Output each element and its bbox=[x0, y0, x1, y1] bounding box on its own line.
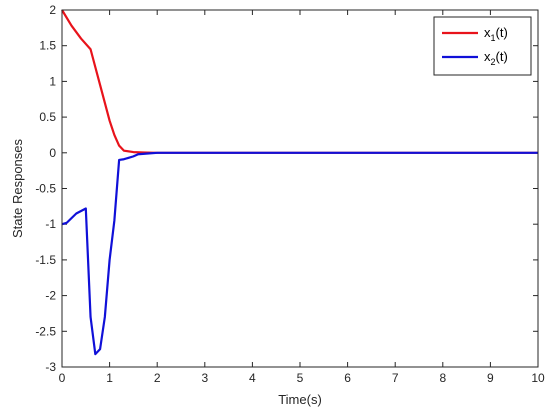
y-axis-label: State Responses bbox=[10, 139, 25, 239]
y-tick-label: 1 bbox=[49, 74, 56, 88]
x-tick-label: 5 bbox=[297, 371, 304, 385]
x-tick-label: 8 bbox=[439, 371, 446, 385]
y-tick-label: -2.5 bbox=[35, 324, 56, 338]
y-tick-label: 2 bbox=[49, 3, 56, 17]
series-layer bbox=[61, 9, 538, 356]
series-line-2 bbox=[61, 151, 538, 356]
y-tick-label: 0.5 bbox=[39, 110, 56, 124]
y-tick-label: 0 bbox=[49, 146, 56, 160]
x-tick-label: 0 bbox=[59, 371, 66, 385]
legend: x1(t) x2(t) bbox=[433, 16, 532, 76]
y-tick-label: 1.5 bbox=[39, 39, 56, 53]
y-tick-label: -1.5 bbox=[35, 253, 56, 267]
x-tick-label: 4 bbox=[249, 371, 256, 385]
plot-frame bbox=[61, 9, 539, 368]
x-tick-label: 1 bbox=[106, 371, 113, 385]
x-tick-label: 7 bbox=[392, 371, 399, 385]
x-tick-label: 2 bbox=[154, 371, 161, 385]
y-tick-label: -0.5 bbox=[35, 182, 56, 196]
legend-label-2: x2(t) bbox=[484, 49, 508, 67]
x-axis-label: Time(s) bbox=[278, 392, 322, 407]
x-tick-label: 3 bbox=[201, 371, 208, 385]
y-tick-label: -1 bbox=[45, 217, 56, 231]
y-tick-label: -3 bbox=[45, 360, 56, 374]
ticks-layer: 0 1 2 3 4 5 6 7 8 9 10 -3 -2.5 -2 -1.5 -1 -0.5 0 0.5 1 1.5 2 bbox=[35, 3, 545, 385]
x-tick-label: 10 bbox=[531, 371, 545, 385]
x-tick-label: 6 bbox=[344, 371, 351, 385]
legend-box bbox=[433, 16, 532, 76]
legend-label-1: x1(t) bbox=[484, 25, 508, 43]
x-tick-label: 9 bbox=[487, 371, 494, 385]
y-tick-label: -2 bbox=[45, 289, 56, 303]
